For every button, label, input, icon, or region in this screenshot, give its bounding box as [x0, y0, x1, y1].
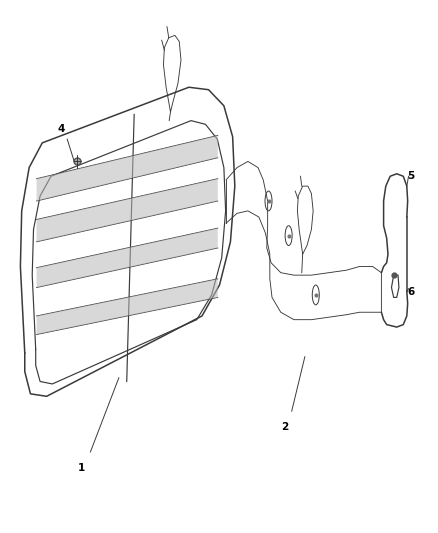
Text: 2: 2: [281, 422, 288, 432]
Polygon shape: [36, 135, 217, 201]
Text: 5: 5: [406, 171, 414, 181]
Text: 1: 1: [78, 463, 85, 473]
Polygon shape: [36, 228, 217, 287]
Polygon shape: [36, 279, 217, 335]
Text: 4: 4: [57, 124, 65, 134]
Text: 6: 6: [406, 287, 414, 297]
Polygon shape: [36, 179, 217, 242]
